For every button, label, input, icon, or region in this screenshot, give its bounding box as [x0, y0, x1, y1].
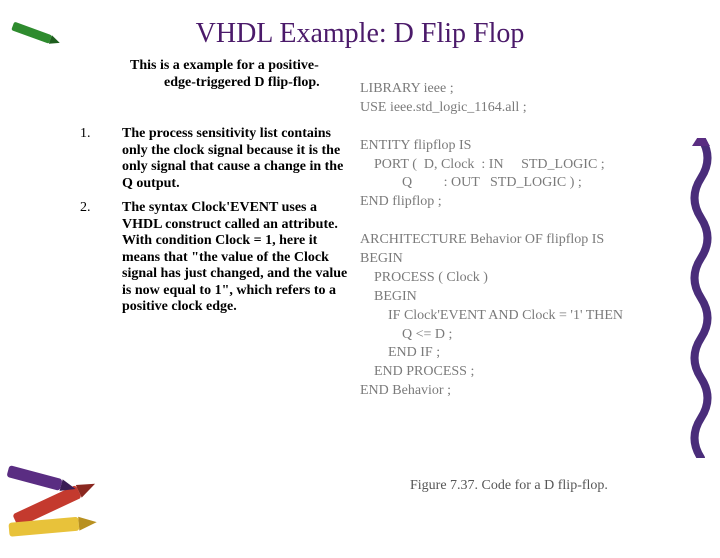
content-area: 1. The process sensitivity list contains… [80, 126, 350, 324]
code-line: Q <= D ; [360, 327, 452, 342]
list-item: 2. The syntax Clock'EVENT uses a VHDL co… [80, 200, 350, 316]
item-text: The syntax Clock'EVENT uses a VHDL const… [122, 200, 350, 316]
crayon-decoration-icon [4, 22, 68, 54]
crayon-wave-icon [684, 138, 718, 458]
item-number: 2. [80, 200, 122, 316]
item-text: The process sensitivity list contains on… [122, 126, 350, 192]
code-line: Q : OUT STD_LOGIC ) ; [360, 175, 582, 190]
code-listing: LIBRARY ieee ; USE ieee.std_logic_1164.a… [360, 80, 700, 401]
code-line: END PROCESS ; [360, 364, 474, 379]
crayon-decoration-icon [4, 462, 124, 552]
code-line: PROCESS ( Clock ) [360, 270, 488, 285]
subtitle-line1: This is a example for a positive- [130, 58, 319, 73]
numbered-list: 1. The process sensitivity list contains… [80, 126, 350, 316]
text-column: 1. The process sensitivity list contains… [80, 126, 350, 324]
subtitle-line2: edge-triggered D flip-flop. [164, 75, 320, 90]
code-line: ARCHITECTURE Behavior OF flipflop IS [360, 232, 604, 247]
list-item: 1. The process sensitivity list contains… [80, 126, 350, 192]
code-line: END flipflop ; [360, 194, 442, 209]
code-line: END IF ; [360, 345, 440, 360]
code-line: BEGIN [360, 251, 403, 266]
code-line: USE ieee.std_logic_1164.all ; [360, 100, 527, 115]
item-number: 1. [80, 126, 122, 192]
code-line: PORT ( D, Clock : IN STD_LOGIC ; [360, 157, 605, 172]
code-line: LIBRARY ieee ; [360, 81, 454, 96]
subtitle: This is a example for a positive- edge-t… [130, 58, 360, 92]
code-line: ENTITY flipflop IS [360, 138, 471, 153]
code-line: END Behavior ; [360, 383, 451, 398]
figure-caption: Figure 7.37. Code for a D flip-flop. [410, 478, 608, 494]
code-line: IF Clock'EVENT AND Clock = '1' THEN [360, 308, 623, 323]
code-line: BEGIN [360, 289, 417, 304]
slide-title: VHDL Example: D Flip Flop [0, 18, 720, 50]
slide: VHDL Example: D Flip Flop This is a exam… [0, 18, 720, 558]
